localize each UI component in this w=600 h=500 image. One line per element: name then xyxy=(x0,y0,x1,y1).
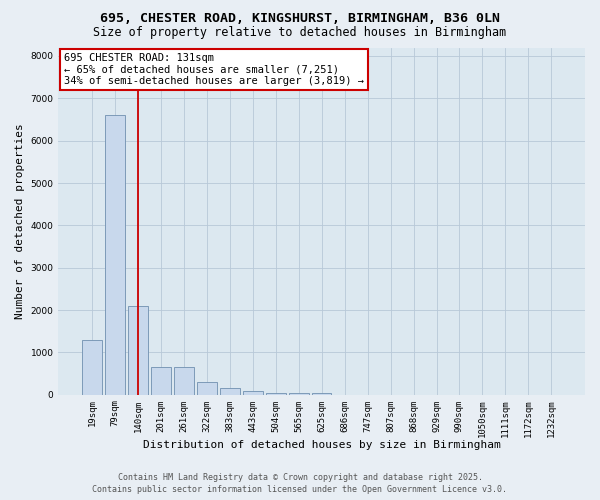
Bar xyxy=(106,116,125,394)
Text: Size of property relative to detached houses in Birmingham: Size of property relative to detached ho… xyxy=(94,26,506,39)
Bar xyxy=(128,306,148,394)
Bar xyxy=(266,392,286,394)
Bar xyxy=(243,390,263,394)
X-axis label: Distribution of detached houses by size in Birmingham: Distribution of detached houses by size … xyxy=(143,440,500,450)
Y-axis label: Number of detached properties: Number of detached properties xyxy=(15,123,25,319)
Bar xyxy=(174,367,194,394)
Text: 695 CHESTER ROAD: 131sqm
← 65% of detached houses are smaller (7,251)
34% of sem: 695 CHESTER ROAD: 131sqm ← 65% of detach… xyxy=(64,52,364,86)
Bar xyxy=(312,392,331,394)
Bar xyxy=(220,388,239,394)
Bar xyxy=(197,382,217,394)
Text: 695, CHESTER ROAD, KINGSHURST, BIRMINGHAM, B36 0LN: 695, CHESTER ROAD, KINGSHURST, BIRMINGHA… xyxy=(100,12,500,26)
Bar xyxy=(289,392,308,394)
Bar xyxy=(151,367,171,394)
Text: Contains HM Land Registry data © Crown copyright and database right 2025.
Contai: Contains HM Land Registry data © Crown c… xyxy=(92,472,508,494)
Bar xyxy=(82,340,102,394)
